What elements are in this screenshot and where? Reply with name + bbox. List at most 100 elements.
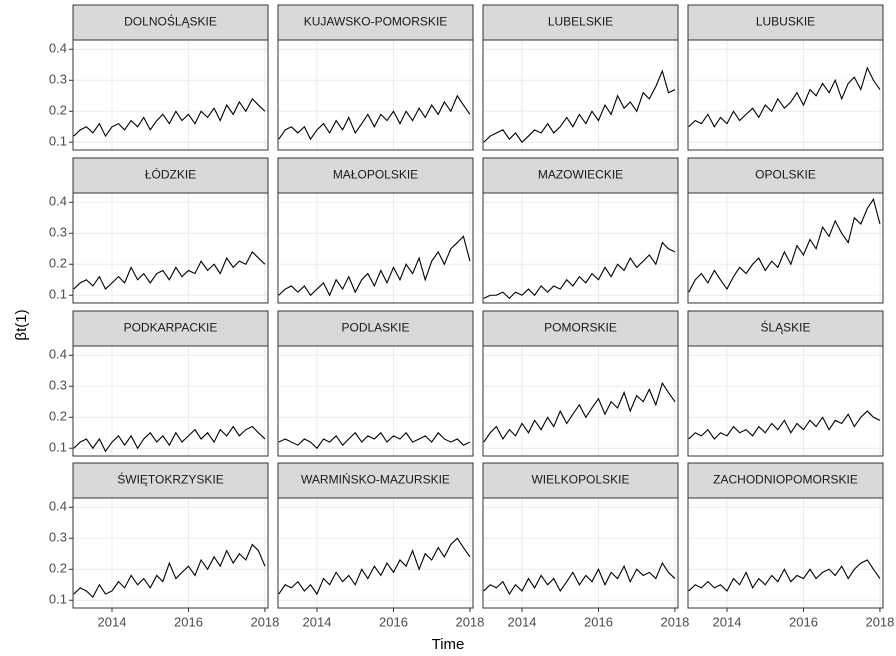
strip-label: WARMIŃSKO-MAZURSKIE <box>301 472 450 487</box>
x-tick-label: 2018 <box>660 614 689 629</box>
x-tick-label: 2014 <box>713 614 742 629</box>
panel <box>688 346 883 456</box>
x-tick-label: 2014 <box>508 614 537 629</box>
strip-label: LUBELSKIE <box>548 15 613 29</box>
panel-border <box>277 497 474 609</box>
series-line <box>688 197 881 293</box>
strip-label: MAZOWIECKIE <box>538 168 623 182</box>
panel-border <box>482 192 679 304</box>
strip <box>687 462 884 499</box>
panel <box>483 498 678 608</box>
series-line <box>73 543 266 599</box>
panel-border <box>687 345 884 457</box>
panel-border <box>482 497 679 609</box>
panel <box>278 40 473 150</box>
y-axis-title: βt(1) <box>13 309 30 340</box>
series-line <box>688 559 881 592</box>
panel-border <box>72 345 269 457</box>
series-line <box>73 425 266 453</box>
panel <box>483 346 678 456</box>
panel <box>278 193 473 303</box>
series-line <box>688 410 881 440</box>
strip <box>687 310 884 347</box>
panel <box>483 193 678 303</box>
panel <box>688 40 883 150</box>
panel-border <box>72 497 269 609</box>
panel-border <box>687 497 884 609</box>
strip-label: MAŁOPOLSKIE <box>333 168 418 182</box>
series-line <box>483 241 676 300</box>
panel-border <box>277 39 474 151</box>
series-line <box>73 250 266 290</box>
strip-label: PODKARPACKIE <box>124 321 218 335</box>
y-tick-label: 0.4 <box>49 499 67 514</box>
series-line <box>278 431 471 450</box>
panel-border <box>687 39 884 151</box>
panel-border <box>277 192 474 304</box>
x-tick-label: 2016 <box>379 614 408 629</box>
x-tick-label: 2016 <box>789 614 818 629</box>
strip-label: WIELKOPOLSKIE <box>531 473 629 487</box>
y-tick-label: 0.3 <box>49 225 67 240</box>
x-tick-label: 2016 <box>584 614 613 629</box>
y-tick-label: 0.2 <box>49 103 67 118</box>
y-tick-label: 0.3 <box>49 72 67 87</box>
y-tick-label: 0.2 <box>49 409 67 424</box>
strip-label: DOLNOŚLĄSKIE <box>124 14 217 29</box>
strip <box>72 462 269 499</box>
series-line <box>483 69 676 144</box>
panel-border <box>72 192 269 304</box>
x-tick-label: 2018 <box>250 614 279 629</box>
panel-border <box>482 39 679 151</box>
strip <box>482 157 679 194</box>
series-line <box>278 94 471 141</box>
x-tick-label: 2016 <box>174 614 203 629</box>
strip-label: KUJAWSKO-POMORSKIE <box>304 15 448 29</box>
strip <box>482 4 679 41</box>
y-tick-label: 0.1 <box>49 134 67 149</box>
panel <box>73 193 268 303</box>
panel <box>483 40 678 150</box>
series-line <box>483 561 676 596</box>
panel <box>688 193 883 303</box>
series-line <box>278 537 471 596</box>
strip-label: POMORSKIE <box>544 321 617 335</box>
panel-border <box>687 192 884 304</box>
strip <box>482 310 679 347</box>
strip <box>687 4 884 41</box>
panel-border <box>277 345 474 457</box>
panel-border <box>482 345 679 457</box>
strip-label: LUBUSKIE <box>756 15 815 29</box>
strip-label: ŁÓDZKIE <box>145 167 196 182</box>
series-line <box>483 381 676 443</box>
strip <box>277 462 474 499</box>
panel-border <box>72 39 269 151</box>
y-tick-label: 0.4 <box>49 41 67 56</box>
strip <box>72 157 269 194</box>
strip-label: ZACHODNIOPOMORSKIE <box>713 473 858 487</box>
strip-label: OPOLSKIE <box>755 168 816 182</box>
series-line <box>688 66 881 128</box>
strip-label: ŚLĄSKIE <box>760 320 810 335</box>
y-tick-label: 0.4 <box>49 194 67 209</box>
panel <box>278 346 473 456</box>
strip <box>72 310 269 347</box>
series-line <box>278 235 471 297</box>
strip-label: ŚWIĘTOKRZYSKIE <box>117 472 223 487</box>
strip <box>72 4 269 41</box>
y-tick-label: 0.1 <box>49 287 67 302</box>
panel <box>73 40 268 150</box>
y-tick-label: 0.2 <box>49 561 67 576</box>
y-tick-label: 0.1 <box>49 592 67 607</box>
panel <box>278 498 473 608</box>
y-tick-label: 0.4 <box>49 347 67 362</box>
x-tick-label: 2018 <box>455 614 484 629</box>
x-tick-label: 2018 <box>865 614 894 629</box>
panel <box>73 346 268 456</box>
y-tick-label: 0.1 <box>49 440 67 455</box>
series-line <box>73 97 266 138</box>
y-tick-label: 0.3 <box>49 530 67 545</box>
panel <box>688 498 883 608</box>
